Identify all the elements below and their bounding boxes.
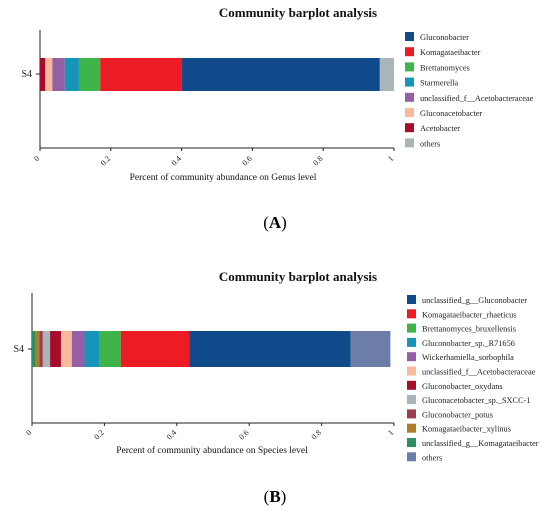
bar-segment-wickerhamiella-sorbophila bbox=[71, 331, 85, 367]
legend-swatch bbox=[407, 352, 416, 362]
x-axis-title: Percent of community abundance on Genus … bbox=[130, 172, 317, 183]
bar-segment-gluconobacter-oxydans bbox=[50, 331, 61, 367]
panel-label: (B) bbox=[264, 487, 287, 506]
x-tick-label: 0 bbox=[32, 154, 41, 163]
x-axis-title: Percent of community abundance on Specie… bbox=[116, 445, 308, 456]
legend-label: Gluconacetobacter_sp._SXCC-1 bbox=[422, 396, 531, 405]
x-tick-label: 0 bbox=[24, 428, 33, 437]
bar-segment-brettanomyces-bruxellensis bbox=[98, 331, 121, 367]
legend-label: Acetobacter bbox=[420, 124, 460, 133]
legend-swatch bbox=[407, 337, 416, 347]
legend-swatch bbox=[405, 47, 414, 57]
legend-label: others bbox=[420, 139, 440, 148]
x-tick-label: 0.8 bbox=[310, 428, 323, 441]
legend-swatch bbox=[405, 138, 414, 148]
bar-segment-unclassified-g-gluconobacter bbox=[189, 331, 351, 367]
legend-swatch bbox=[405, 92, 414, 102]
legend-label: Gluconobacter_oxydans bbox=[422, 382, 503, 391]
legend-label: Gluconacetobacter bbox=[420, 109, 482, 118]
legend-swatch bbox=[405, 62, 414, 72]
x-tick-label: 0.4 bbox=[165, 428, 178, 441]
bar-segment-gluconacetobacter bbox=[45, 58, 53, 91]
legend-label: others bbox=[422, 453, 442, 462]
panel-a: Community barplot analysis S4 0 0.2 0.4 0.6 0.… bbox=[21, 5, 533, 232]
x-tick-label: 1 bbox=[386, 154, 395, 163]
category-label: S4 bbox=[21, 69, 32, 80]
bar-segment-unclassified-g-komagataeibacter bbox=[32, 331, 36, 367]
x-tick-label: 0.6 bbox=[237, 428, 250, 441]
bar-segment-gluconacetobacter-sp-sxcc-1 bbox=[42, 331, 51, 367]
legend-label: Brettanomyces bbox=[420, 63, 470, 72]
bar-segment-gluconobacter-potus bbox=[39, 331, 43, 367]
panel-label: (A) bbox=[263, 213, 287, 232]
bar-segment-komagataeibacter bbox=[100, 58, 182, 91]
legend-swatch bbox=[407, 452, 416, 462]
legend-swatch bbox=[407, 380, 416, 390]
bar-segment-others bbox=[379, 58, 394, 91]
chart-title: Community barplot analysis bbox=[219, 269, 377, 284]
legend-label: unclassified_g__Gluconobacter bbox=[422, 296, 527, 305]
bar-segment-others bbox=[350, 331, 391, 367]
bar-segment-unclassified-f-acetobacteraceae bbox=[60, 331, 72, 367]
legend-label: Wickerhamiella_sorbophila bbox=[422, 353, 514, 362]
legend-swatch bbox=[407, 423, 416, 433]
x-tick-label: 0.2 bbox=[92, 428, 105, 441]
legend-swatch bbox=[407, 309, 416, 319]
legend-label: unclassified_f__Acetobacteraceae bbox=[422, 368, 536, 377]
legend-swatch bbox=[405, 77, 414, 87]
x-tick-label: 0.4 bbox=[170, 154, 183, 167]
legend-label: Komagataeibacter_rhaeticus bbox=[422, 310, 516, 319]
bar-segment-gluconobacter bbox=[181, 58, 380, 91]
bar-segment-komagataeibacter-rhaeticus bbox=[120, 331, 190, 367]
legend-label: Komagataeibacter_xylinus bbox=[422, 425, 511, 434]
category-label: S4 bbox=[13, 344, 24, 355]
legend-label: Brettanomyces_bruxellensis bbox=[422, 325, 516, 334]
chart-title: Community barplot analysis bbox=[219, 5, 377, 20]
legend-swatch bbox=[407, 409, 416, 419]
legend-swatch bbox=[407, 323, 416, 333]
legend-label: unclassified_g__Komagataeibacter bbox=[422, 439, 539, 448]
legend-swatch bbox=[407, 295, 416, 304]
legend-label: Komagataeibacter bbox=[420, 48, 481, 57]
bar-segment-starmerella bbox=[64, 58, 79, 91]
panel-b: Community barplot analysis S4 0 0.2 0.4 0.6 0.… bbox=[13, 269, 538, 506]
bar-segment-komagataeibacter-xylinus bbox=[35, 331, 40, 367]
legend-swatch bbox=[407, 438, 416, 447]
legend-swatch bbox=[405, 108, 414, 117]
legend-label: Gluconobacter_potus bbox=[422, 410, 493, 419]
x-tick-label: 0.8 bbox=[311, 154, 324, 167]
legend-label: Gluconobacter_sp._R71656 bbox=[422, 339, 515, 348]
legend-label: Gluconobacter bbox=[420, 33, 469, 42]
legend-label: unclassified_f__Acetobacteraceae bbox=[420, 94, 534, 103]
bar-segment-unclassified-f-acetobacteraceae bbox=[52, 58, 65, 91]
legend-swatch bbox=[405, 123, 414, 133]
legend-label: Starmerella bbox=[420, 79, 459, 88]
panel-letter: A bbox=[269, 213, 282, 232]
bar-segment-brettanomyces bbox=[78, 58, 101, 91]
legend-swatch bbox=[407, 395, 416, 405]
bar-segment-gluconobacter-sp-r71656 bbox=[84, 331, 99, 367]
bar-segment-acetobacter bbox=[40, 58, 46, 91]
panel-letter: B bbox=[269, 487, 280, 506]
x-tick-label: 1 bbox=[386, 428, 395, 437]
x-tick-label: 0.2 bbox=[99, 154, 112, 167]
x-tick-label: 0.6 bbox=[240, 154, 253, 167]
legend-swatch bbox=[405, 32, 414, 41]
legend-swatch bbox=[407, 366, 416, 376]
